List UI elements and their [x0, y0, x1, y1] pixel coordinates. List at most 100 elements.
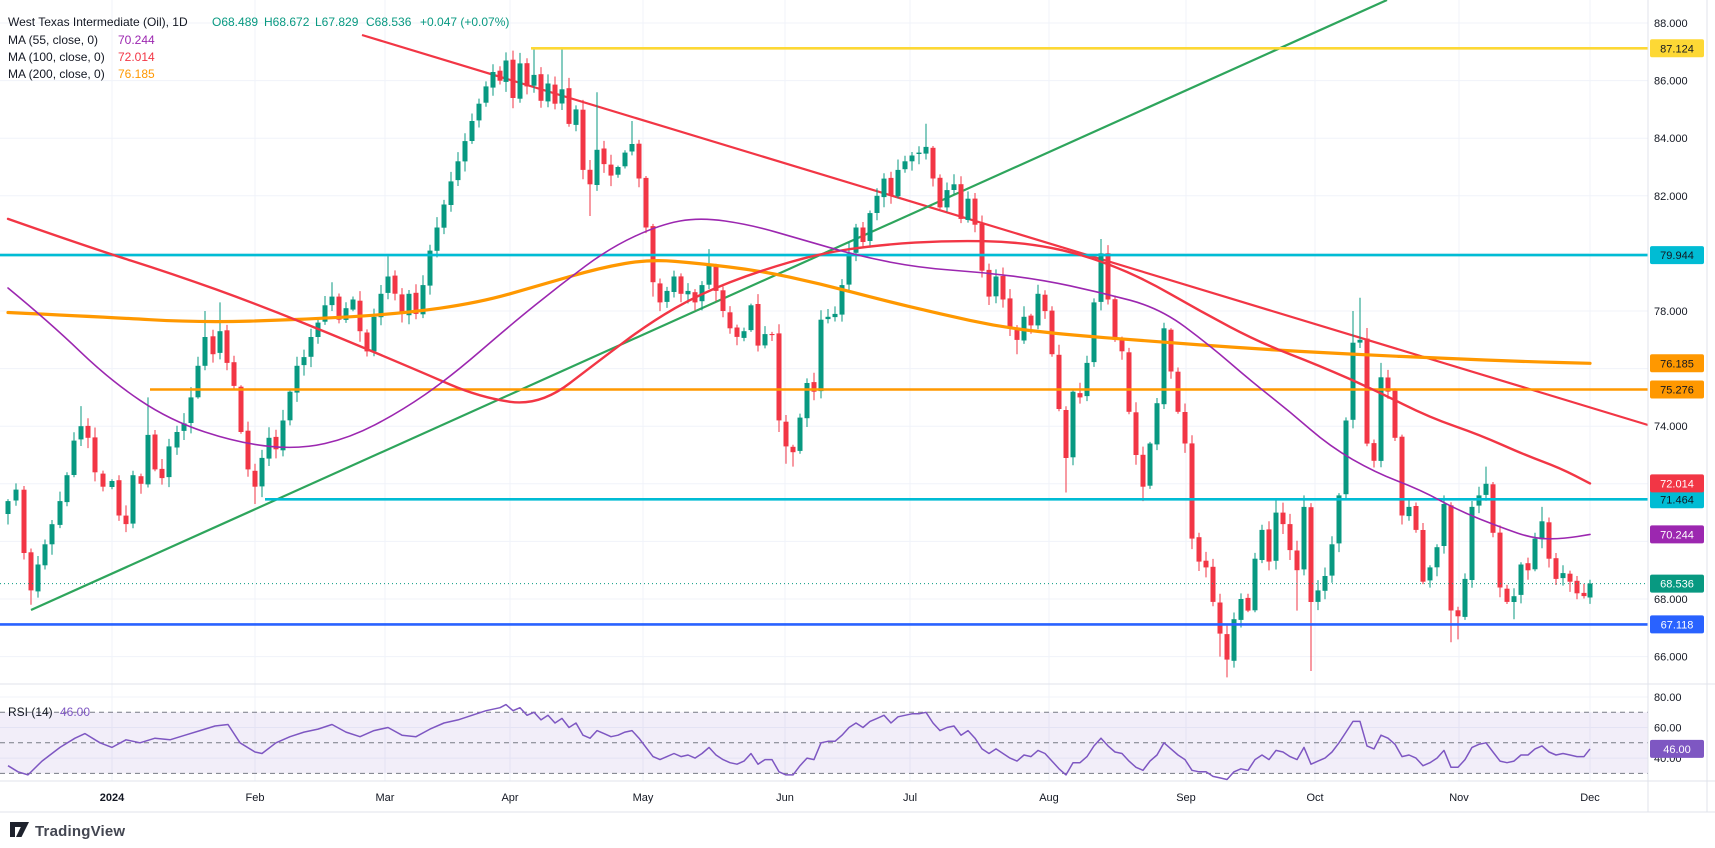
uptrend-line[interactable]: [30, 0, 1388, 612]
candle: [1518, 564, 1524, 595]
candle: [1546, 522, 1552, 559]
ma55-value: 70.244: [118, 33, 155, 47]
ma-badge-55: [1650, 525, 1704, 544]
candle: [804, 383, 810, 419]
candle: [1490, 484, 1496, 533]
candle: [145, 434, 151, 485]
candle: [217, 331, 223, 353]
ma100-label: MA (100, close, 0): [8, 50, 105, 64]
month-label-Apr: Apr: [501, 792, 518, 804]
price-badge-87.124-text: 87.124: [1660, 43, 1694, 55]
candle: [1420, 530, 1426, 582]
candle: [1273, 512, 1279, 561]
candle: [727, 312, 733, 329]
candle: [1007, 298, 1013, 329]
candle: [1182, 412, 1188, 444]
candle: [448, 181, 454, 205]
candle: [406, 293, 412, 316]
candle: [1413, 506, 1419, 530]
price-axis[interactable]: 88.000 86.000 84.000 82.000 78.000 74.000 68.0…: [1650, 18, 1704, 765]
candle: [92, 437, 98, 473]
tradingview-logo-text: TradingView: [35, 823, 125, 840]
candle: [1266, 529, 1272, 562]
candle: [762, 334, 768, 346]
candle: [273, 436, 279, 450]
candle: [664, 290, 670, 302]
candle: [755, 304, 761, 346]
candle: [420, 285, 426, 315]
candle: [1343, 420, 1349, 495]
ma200-legend-row[interactable]: MA (200, close, 0) 76.185: [8, 67, 155, 81]
level-lines-layer[interactable]: [0, 46, 1648, 626]
symbol-legend-row[interactable]: West Texas Intermediate (Oil), 1D O68.48…: [8, 15, 509, 29]
candle: [455, 161, 461, 181]
candle: [1497, 532, 1503, 588]
candle: [566, 88, 572, 124]
ma55-legend-row[interactable]: MA (55, close, 0) 70.244: [8, 33, 155, 47]
candle: [531, 74, 537, 86]
ma100-line[interactable]: [6, 217, 1592, 485]
candle: [1210, 566, 1216, 602]
rsi-badge: [1650, 739, 1704, 758]
month-label-May: May: [633, 792, 654, 804]
candle: [608, 164, 614, 176]
ma55-label: MA (55, close, 0): [8, 33, 98, 47]
candle: [1140, 454, 1146, 487]
moving-average-layer[interactable]: [6, 217, 1592, 540]
candle: [1455, 610, 1461, 617]
ma55-line[interactable]: [7, 218, 1591, 540]
tradingview-logo[interactable]: TradingView: [10, 822, 125, 840]
ma-badge-100-text: 72.014: [1660, 478, 1694, 490]
rsi-layer[interactable]: [0, 703, 1648, 781]
candle: [392, 275, 398, 294]
price-axis-label: 82.000: [1654, 191, 1688, 203]
candle: [944, 190, 950, 208]
candle: [713, 266, 719, 291]
trendline-layer[interactable]: [30, 0, 1649, 612]
candle: [1301, 506, 1307, 570]
candle: [252, 470, 258, 487]
candle: [441, 204, 447, 228]
candle: [1364, 338, 1370, 444]
candle: [510, 59, 516, 98]
time-axis[interactable]: 2024 Feb Mar Apr May Jun Jul Aug Sep Oct Nov Dec: [100, 792, 1601, 804]
candle: [385, 276, 391, 293]
candle: [811, 382, 817, 392]
downtrend-line[interactable]: [361, 33, 1649, 427]
candle: [71, 440, 77, 475]
month-label-Sep: Sep: [1176, 792, 1196, 804]
candle: [902, 161, 908, 170]
candle: [1399, 436, 1405, 516]
candle: [769, 334, 775, 336]
candle: [552, 84, 558, 104]
candle: [979, 223, 985, 271]
rsi-line[interactable]: [7, 703, 1591, 781]
candle: [622, 152, 628, 167]
ma200-line[interactable]: [6, 259, 1592, 365]
candle: [1483, 483, 1489, 495]
candle: [853, 227, 859, 253]
candle: [5, 501, 11, 514]
candle: [1567, 573, 1573, 582]
candle: [1434, 547, 1440, 568]
candle: [1245, 597, 1251, 611]
candle: [629, 144, 635, 152]
candle: [1469, 506, 1475, 580]
candle: [1308, 507, 1314, 602]
candle: [152, 434, 158, 470]
candle: [1574, 580, 1580, 594]
legend-high: H68.672: [264, 15, 310, 29]
candle: [720, 290, 726, 311]
candle: [1539, 521, 1545, 540]
candle: [159, 468, 165, 479]
candle: [13, 489, 19, 501]
candle: [287, 391, 293, 421]
candle: [57, 501, 63, 525]
candle: [1259, 529, 1265, 560]
rsi-badge-text: 46.00: [1663, 744, 1691, 756]
rsi-legend-row[interactable]: RSI (14) 46.00: [8, 705, 90, 719]
ma100-legend-row[interactable]: MA (100, close, 0) 72.014: [8, 50, 155, 64]
